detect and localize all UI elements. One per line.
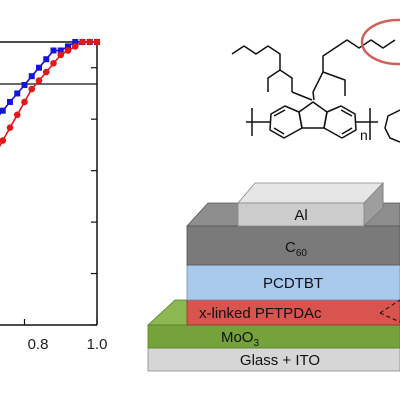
series-square [0, 39, 100, 116]
data-point-circle [0, 137, 7, 144]
callout-line [379, 299, 400, 314]
data-point-square [14, 90, 21, 97]
layer-label-moo3-base: MoO [221, 329, 254, 346]
data-point-square [43, 56, 50, 63]
data-point-circle [28, 85, 36, 93]
repeat-subscript: n [360, 127, 368, 143]
data-point-square [72, 39, 79, 45]
layer-al-top [237, 182, 384, 204]
layer-label-c60-subscript: 60 [296, 248, 308, 259]
data-point-circle [79, 38, 86, 46]
alkyl-branch-left [267, 69, 281, 92]
double-bond [341, 127, 353, 135]
layer-label-c60: C60 [285, 239, 307, 259]
data-point-circle [64, 47, 72, 54]
callout-line [379, 312, 400, 323]
layer-pftpdac-front [186, 299, 400, 326]
data-point-square [0, 107, 6, 114]
data-point-circle [35, 77, 43, 84]
data-point-circle [93, 38, 101, 46]
layer-label-pcdtbt: PCDTBT [263, 275, 323, 292]
layer-al-front [237, 202, 365, 227]
alkyl-chain-right [312, 39, 396, 93]
bond [312, 91, 315, 101]
iv-chart: 0.8 1.0 [0, 38, 108, 353]
data-point-square [65, 43, 71, 50]
layer-c60-front [186, 225, 400, 266]
x-tick-label: 1.0 [87, 336, 108, 353]
y-ticks [91, 67, 97, 326]
bond [291, 91, 313, 101]
data-point-square [28, 73, 35, 80]
benzene-ring-left [269, 105, 303, 139]
data-point-square [57, 47, 64, 54]
layer-label-al: Al [294, 207, 307, 224]
double-bond [273, 109, 286, 117]
layer-label-c60-base: C [285, 239, 296, 256]
data-point-circle [50, 60, 57, 67]
data-point-circle [21, 98, 28, 106]
x-ticks [23, 319, 98, 325]
layer-label-pftpdac: x-linked PFTPDAc [199, 305, 322, 322]
data-point-square [36, 64, 42, 71]
data-point-square [21, 81, 28, 88]
data-point-circle [42, 68, 50, 76]
series-circle [0, 38, 101, 148]
partial-ring [384, 109, 400, 143]
layer-pcdtbt-front [186, 264, 400, 301]
data-point-circle [13, 111, 21, 119]
alkyl-chain-left [231, 45, 293, 92]
data-point-circle [57, 51, 65, 59]
device-stack: Al C60 PCDTBT x-linked PFTPDAc MoO3 Glas… [146, 181, 400, 372]
data-point-square [50, 47, 57, 54]
data-point-circle [71, 43, 79, 50]
data-point-square [7, 98, 13, 105]
x-tick-label: 0.8 [28, 336, 49, 353]
series-layer [0, 38, 101, 148]
layer-label-moo3-subscript: 3 [253, 338, 259, 349]
double-bond [273, 127, 285, 135]
layer-label-glass: Glass + ITO [240, 352, 320, 369]
polymer-structure [231, 18, 400, 143]
data-point-circle [86, 38, 94, 46]
alkyl-branch-right [322, 71, 346, 96]
benzene-ring-right [323, 105, 357, 139]
layer-label-moo3: MoO3 [221, 329, 260, 349]
double-bond [340, 109, 353, 117]
series-line [0, 41, 97, 148]
data-point-circle [6, 124, 14, 131]
highlight-ellipse [360, 18, 400, 66]
five-membered-ring [298, 101, 328, 129]
layer-moo3-front [147, 324, 400, 349]
